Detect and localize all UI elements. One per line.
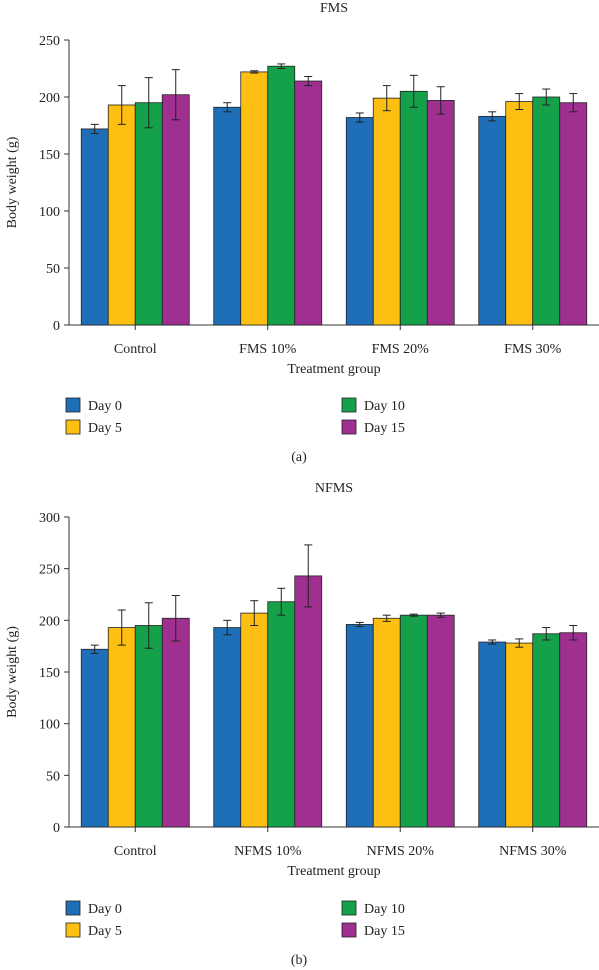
chart-panel-b: NFMS 0 50 100 150 200 250 300 Body weight (g) Con… xyxy=(5,481,599,968)
legend-label: Day 15 xyxy=(364,924,405,939)
bar xyxy=(399,90,428,326)
bar xyxy=(345,624,374,828)
x-tick-label: NFMS 30% xyxy=(499,844,567,859)
legend-swatch xyxy=(65,397,81,413)
bar xyxy=(80,648,109,828)
bar xyxy=(161,617,190,828)
x-tick-label: FMS 20% xyxy=(372,342,430,357)
y-tick-label: 50 xyxy=(46,769,60,784)
x-tick-label: NFMS 20% xyxy=(367,844,435,859)
legend-label: Day 5 xyxy=(88,924,122,939)
bar xyxy=(213,627,242,828)
legend-label: Day 10 xyxy=(364,902,405,917)
y-tick-label: 100 xyxy=(39,205,60,220)
bar xyxy=(372,617,401,828)
bar xyxy=(107,104,136,326)
bar xyxy=(240,612,269,828)
bar xyxy=(345,117,374,326)
bar xyxy=(478,641,507,828)
bar xyxy=(426,100,455,326)
legend-swatch xyxy=(341,922,357,938)
panel-label: (a) xyxy=(291,450,307,465)
bar xyxy=(267,65,296,326)
bar xyxy=(372,97,401,326)
legend-swatch xyxy=(65,922,81,938)
y-tick-label: 50 xyxy=(46,262,60,277)
bar xyxy=(161,94,190,326)
y-tick-label: 250 xyxy=(39,563,60,578)
chart-title: FMS xyxy=(320,1,348,16)
bar xyxy=(505,101,534,326)
bar xyxy=(532,633,561,828)
legend-swatch xyxy=(65,900,81,916)
bar xyxy=(267,601,296,828)
y-axis-label: Body weight (g) xyxy=(5,136,20,228)
legend: Day 0 Day 5 Day 10 Day 15 xyxy=(65,397,405,436)
x-tick-label: Control xyxy=(114,844,157,859)
bar xyxy=(505,642,534,828)
bar xyxy=(399,614,428,828)
y-tick-label: 150 xyxy=(39,148,60,163)
legend: Day 0 Day 5 Day 10 Day 15 xyxy=(65,900,405,939)
legend-label: Day 5 xyxy=(88,421,122,436)
bar xyxy=(240,71,269,326)
legend-label: Day 15 xyxy=(364,421,405,436)
bar xyxy=(532,96,561,326)
bar xyxy=(80,128,109,326)
chart-title: NFMS xyxy=(315,481,353,496)
bar xyxy=(213,106,242,326)
y-tick-label: 100 xyxy=(39,718,60,733)
bar xyxy=(294,80,323,326)
bar xyxy=(426,614,455,828)
legend-swatch xyxy=(341,900,357,916)
y-tick-label: 200 xyxy=(39,91,60,106)
legend-swatch xyxy=(341,419,357,435)
bar xyxy=(559,102,588,326)
bar xyxy=(559,632,588,828)
bar xyxy=(134,625,163,828)
x-tick-label: NFMS 10% xyxy=(234,844,302,859)
bar xyxy=(294,575,323,828)
bar xyxy=(134,102,163,326)
y-tick-label: 0 xyxy=(53,319,60,334)
y-tick-label: 150 xyxy=(39,666,60,681)
x-axis-label: Treatment group xyxy=(287,864,380,879)
legend-label: Day 0 xyxy=(88,399,122,414)
legend-label: Day 0 xyxy=(88,902,122,917)
y-tick-label: 250 xyxy=(39,34,60,49)
chart-panel-a: FMS 0 50 100 150 200 250 Body weight (g) Control… xyxy=(5,1,599,465)
legend-label: Day 10 xyxy=(364,399,405,414)
bar xyxy=(478,115,507,326)
legend-swatch xyxy=(65,419,81,435)
x-axis-label: Treatment group xyxy=(287,362,380,377)
x-tick-label: Control xyxy=(114,342,157,357)
x-tick-label: FMS 10% xyxy=(239,342,297,357)
y-tick-label: 200 xyxy=(39,614,60,629)
legend-swatch xyxy=(341,397,357,413)
y-tick-label: 300 xyxy=(39,511,60,526)
panel-label: (b) xyxy=(291,953,308,968)
x-tick-label: FMS 30% xyxy=(504,342,562,357)
y-axis-label: Body weight (g) xyxy=(5,626,20,718)
bar xyxy=(107,627,136,828)
y-tick-label: 0 xyxy=(53,821,60,836)
